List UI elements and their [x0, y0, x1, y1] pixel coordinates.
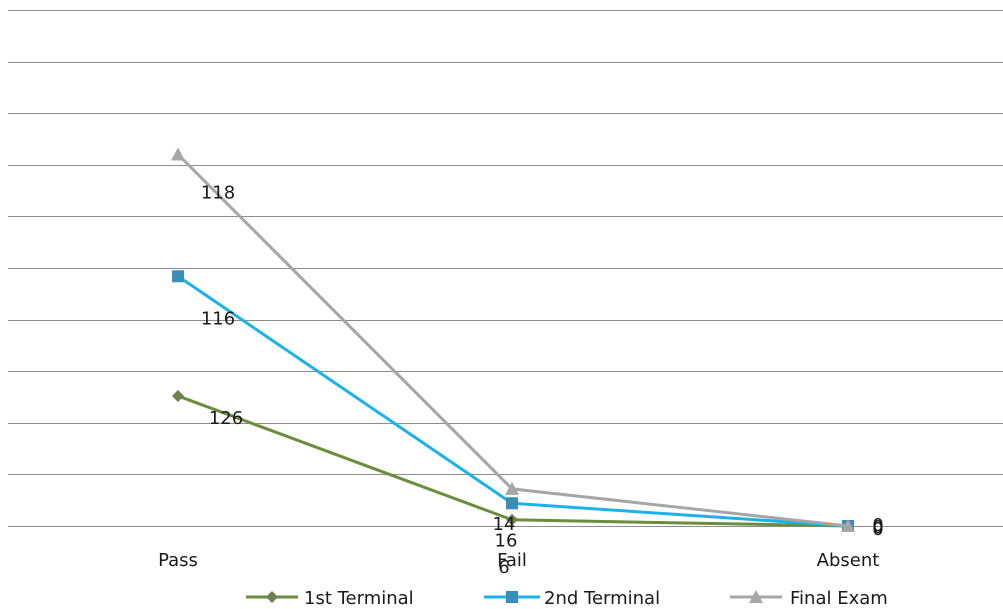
- legend-item: 2nd Terminal: [484, 588, 660, 609]
- category-label: Fail: [497, 550, 527, 571]
- legend-marker: [266, 591, 278, 603]
- legend-marker: [506, 591, 518, 603]
- category-axis-labels: Pass Fail Absent: [158, 550, 879, 571]
- data-point-marker: [172, 270, 184, 282]
- legend-item: 1st Terminal: [246, 588, 414, 609]
- legend-label: 1st Terminal: [304, 588, 414, 609]
- gridlines: [8, 11, 1003, 527]
- legend: 1st Terminal 2nd Terminal Final Exam: [246, 588, 888, 609]
- data-label: 14: [493, 514, 516, 535]
- data-label: 126: [209, 408, 243, 429]
- data-label: 116: [201, 308, 235, 329]
- legend-item: Final Exam: [730, 588, 888, 609]
- data-point-marker: [506, 497, 518, 509]
- series-1st-terminal: [172, 390, 854, 532]
- data-label: 0: [872, 515, 883, 536]
- data-point-marker: [171, 147, 185, 160]
- legend-label: 2nd Terminal: [544, 588, 660, 609]
- data-label: 118: [201, 182, 235, 203]
- legend-label: Final Exam: [790, 588, 888, 609]
- series-line: [178, 154, 848, 526]
- category-label: Pass: [158, 550, 198, 571]
- data-point-marker: [172, 390, 184, 402]
- category-label: Absent: [817, 550, 880, 571]
